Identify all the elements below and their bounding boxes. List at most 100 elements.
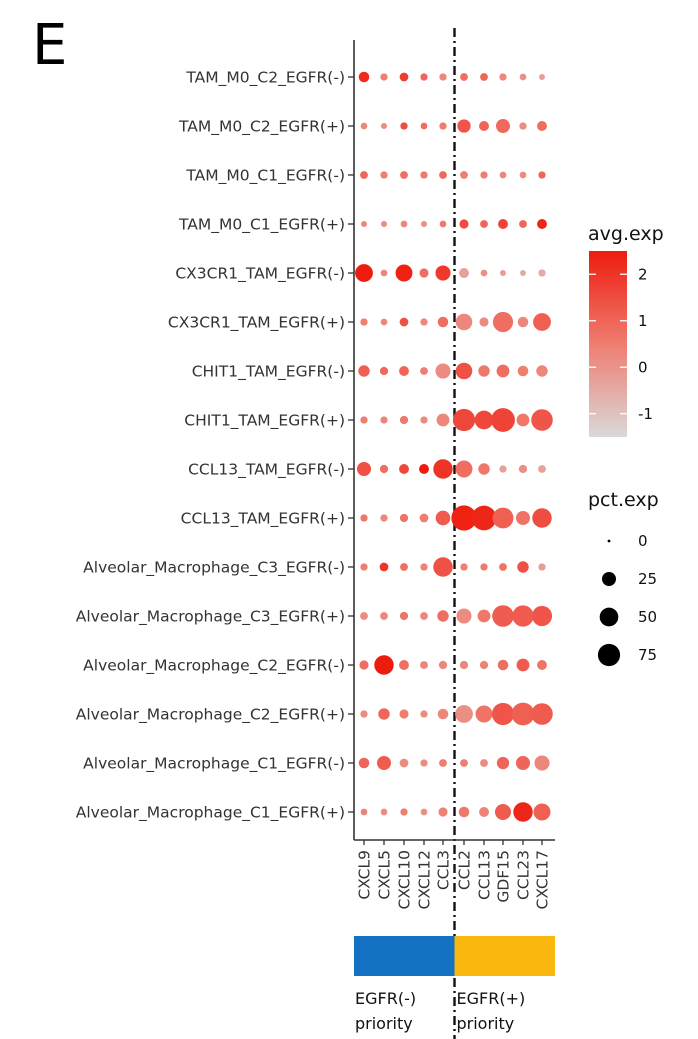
dot	[433, 557, 453, 577]
dot	[460, 171, 468, 179]
legends: avg.exp 2 1 0 -1 pct.exp 0 25 50 75	[588, 223, 664, 667]
dot	[499, 73, 507, 81]
dot	[438, 807, 448, 817]
dot	[492, 507, 514, 529]
dot	[439, 122, 447, 130]
dot	[455, 460, 473, 478]
dot	[400, 563, 408, 571]
row-label: CX3CR1_TAM_EGFR(-)	[175, 265, 345, 284]
size-legend-label: 75	[638, 646, 657, 664]
dot	[518, 464, 528, 474]
dot	[419, 268, 429, 278]
dot	[421, 221, 427, 227]
dot	[492, 311, 514, 333]
dot	[480, 759, 488, 767]
group-label: EGFR(+)	[457, 989, 526, 1008]
column-label: CXCL12	[416, 850, 434, 910]
dot	[536, 365, 548, 377]
dot	[399, 513, 409, 523]
dot	[531, 605, 553, 627]
dot	[520, 270, 526, 276]
dot	[537, 121, 547, 131]
dot	[439, 759, 447, 767]
column-label: CXCL17	[534, 850, 552, 910]
dot	[451, 505, 477, 531]
dot	[360, 563, 368, 571]
dot	[498, 219, 508, 229]
dot	[480, 563, 488, 571]
dot	[511, 702, 535, 726]
color-bar	[589, 251, 627, 437]
column-label: CCL13	[476, 850, 494, 900]
row-label: Alveolar_Macrophage_C3_EGFR(+)	[76, 608, 345, 627]
dot	[380, 73, 388, 81]
dot	[457, 119, 471, 133]
color-legend-label: 1	[638, 312, 648, 330]
dot	[380, 171, 388, 179]
dot	[474, 410, 494, 430]
plot-area: TAM_M0_C2_EGFR(-) TAM_M0_C2_EGFR(+) TAM_M0…	[76, 28, 555, 1039]
row-label: CCL13_TAM_EGFR(-)	[188, 461, 345, 480]
dot	[460, 563, 468, 571]
dot	[420, 759, 428, 767]
dot	[475, 705, 493, 723]
dot	[455, 362, 473, 380]
dot	[496, 119, 510, 133]
dot	[439, 220, 447, 228]
dot	[538, 171, 546, 179]
dot	[361, 221, 367, 227]
dot	[420, 171, 428, 179]
dot	[400, 122, 408, 130]
size-legend-label: 0	[638, 532, 648, 550]
dot	[379, 464, 389, 474]
dot	[532, 508, 552, 528]
dot	[516, 511, 530, 525]
dot	[480, 269, 488, 277]
row-label: TAM_M0_C1_EGFR(-)	[185, 167, 345, 186]
dot	[533, 313, 551, 331]
dot	[437, 316, 449, 328]
dot	[380, 269, 388, 277]
dot	[455, 313, 473, 331]
dot	[420, 367, 428, 375]
dot	[435, 510, 451, 526]
size-legend-dot	[602, 572, 616, 586]
row-label: TAM_M0_C2_EGFR(-)	[185, 69, 345, 88]
dot	[378, 708, 390, 720]
group-bars: EGFR(-) priority EGFR(+) priority	[354, 936, 555, 1033]
dot	[399, 366, 409, 376]
dot	[491, 408, 515, 432]
dot	[355, 264, 373, 282]
color-legend-label: -1	[638, 405, 653, 423]
dot	[399, 611, 409, 621]
dot	[517, 561, 529, 573]
row-label: CHIT1_TAM_EGFR(-)	[192, 363, 345, 382]
color-legend-title: avg.exp	[588, 223, 664, 245]
dot	[358, 71, 370, 83]
dot	[480, 73, 488, 81]
dot	[420, 73, 428, 81]
dot	[538, 465, 546, 473]
dot	[519, 220, 527, 228]
size-legend-label: 50	[638, 608, 657, 626]
dot	[359, 660, 369, 670]
dot	[477, 609, 491, 623]
dot	[516, 658, 530, 672]
row-label: Alveolar_Macrophage_C1_EGFR(-)	[83, 755, 345, 774]
dot	[479, 660, 489, 670]
dot	[399, 464, 409, 474]
row-label: Alveolar_Macrophage_C2_EGFR(-)	[83, 657, 345, 676]
dot	[459, 268, 469, 278]
dot	[399, 415, 409, 425]
color-legend-label: 0	[638, 358, 648, 376]
dot	[456, 608, 472, 624]
dot	[479, 807, 489, 817]
column-label: CXCL9	[356, 850, 374, 900]
dot	[399, 317, 409, 327]
dot	[380, 808, 388, 816]
size-legend-dot	[599, 607, 619, 627]
dot	[539, 74, 545, 80]
dot	[479, 317, 489, 327]
dot	[435, 363, 451, 379]
dot	[399, 72, 409, 82]
